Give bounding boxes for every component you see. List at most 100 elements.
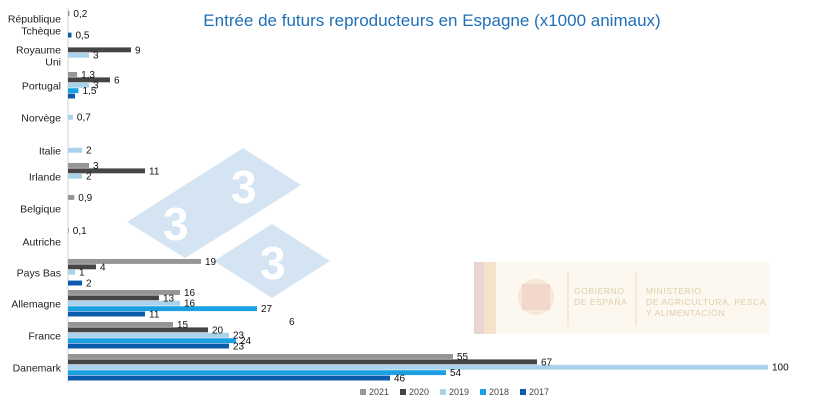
bar-2021: [68, 72, 78, 77]
legend-swatch-2017: [520, 389, 526, 395]
bar-2021: [68, 290, 180, 295]
data-label: 6: [114, 75, 120, 86]
data-label: 19: [205, 257, 217, 268]
watermark-333-logo: 3 3 3: [127, 148, 330, 298]
legend-label: 2017: [529, 387, 549, 397]
y-tick-label: Autriche: [22, 237, 61, 249]
bar-2021: [68, 322, 173, 327]
y-tick-label: Pays Bas: [17, 268, 61, 280]
y-tick-label-line: Uni: [45, 57, 61, 69]
y-tick-label-line: Danemark: [13, 363, 62, 375]
y-tick-label: Danemark: [13, 363, 62, 375]
y-tick-label-line: Royaume: [16, 45, 61, 57]
y-tick-label: Irlande: [29, 172, 61, 184]
bar-2020: [68, 295, 159, 301]
data-label: 100: [772, 363, 789, 374]
data-label: 0,1: [73, 226, 87, 237]
y-tick-label-line: Irlande: [29, 172, 61, 184]
y-tick-label-line: Pays Bas: [17, 268, 61, 280]
bar-2021: [68, 11, 70, 16]
bar-2021: [68, 354, 453, 359]
data-label: 0,7: [77, 113, 91, 124]
watermark-digit: 3: [163, 198, 189, 250]
data-label: 3: [93, 81, 99, 92]
data-label: 4: [100, 262, 106, 273]
logo-text: DE ESPAÑA: [574, 297, 627, 307]
data-label: 20: [212, 325, 224, 336]
watermark-digit: 3: [231, 161, 257, 213]
logo-text: DE AGRICULTURA, PESCA: [646, 297, 766, 307]
logo-text: MINISTERIO: [646, 286, 702, 296]
data-label: 16: [184, 288, 196, 299]
watermark-diamond: [214, 224, 330, 298]
y-tick-label-line: Allemagne: [11, 299, 61, 311]
bar-2018: [68, 88, 79, 94]
data-label: 2: [86, 146, 92, 157]
data-label: 27: [261, 304, 273, 315]
legend-label: 2021: [369, 387, 389, 397]
bar-2017: [68, 93, 75, 99]
data-label: 23: [233, 342, 245, 353]
bar-2021: [68, 195, 75, 200]
legend-swatch-2020: [400, 389, 406, 395]
data-label: 13: [163, 293, 175, 304]
legend-label: 2020: [409, 387, 429, 397]
y-tick-label: Portugal: [22, 81, 61, 93]
data-label: 11: [149, 166, 160, 177]
bar-2019: [68, 300, 180, 306]
logo-text: Y ALIMENTACIÓN: [646, 308, 725, 318]
data-label: 23: [233, 331, 245, 342]
legend-swatch-2021: [360, 389, 366, 395]
data-label: 9: [135, 45, 141, 56]
plot-area: [68, 11, 768, 381]
watermark-diamond: [185, 148, 301, 222]
bar-2018: [68, 338, 236, 344]
legend-swatch-2019: [440, 389, 446, 395]
y-tick-label: Allemagne: [11, 299, 61, 311]
data-label: 11: [149, 310, 160, 321]
bar-2020: [68, 327, 208, 333]
data-label: 2: [86, 172, 92, 183]
y-tick-label-line: Norvège: [21, 113, 61, 125]
y-axis: République Tchèque Royaume Uni Portugal Norvè…: [8, 14, 62, 375]
logo-flag-stripe: [484, 262, 496, 334]
legend-label: 2019: [449, 387, 469, 397]
bar-2019: [68, 364, 768, 370]
data-label: 1: [79, 268, 85, 279]
y-tick-label-line: Italie: [39, 146, 61, 158]
bar-2017: [68, 343, 229, 349]
bar-2019: [68, 52, 89, 58]
watermark-digit: 3: [260, 237, 286, 289]
chart-title: Entrée de futurs reproducteurs en Espagn…: [203, 11, 660, 30]
y-tick-label: France: [28, 331, 61, 343]
bar-2020: [68, 47, 131, 53]
bar-2017: [68, 32, 72, 38]
data-label: 3: [93, 161, 99, 172]
bar-2017: [68, 311, 145, 317]
bar-2018: [68, 370, 446, 376]
coat-of-arms-icon: [522, 284, 550, 310]
y-tick-label: Italie: [39, 146, 61, 158]
y-tick-label: Belgique: [20, 204, 61, 216]
data-label: 3: [93, 51, 99, 62]
bar-2021: [68, 228, 69, 233]
bar-2018: [68, 306, 257, 312]
bar-2019: [68, 114, 73, 120]
bar-2020: [68, 168, 145, 174]
data-label: 2: [86, 279, 92, 290]
bar-2020: [68, 264, 96, 270]
y-tick-label: Royaume Uni: [16, 45, 61, 69]
bar-2021: [68, 259, 201, 264]
legend-label: 2018: [489, 387, 509, 397]
data-label: 0,2: [73, 9, 87, 20]
bar-2019: [68, 332, 229, 338]
bar-2019: [68, 269, 75, 275]
data-label: 0,9: [78, 193, 92, 204]
y-tick-label-line: Tchèque: [21, 26, 61, 38]
data-label: 0,5: [76, 31, 90, 42]
bar-2017: [68, 280, 82, 286]
y-tick-label-line: République: [8, 14, 61, 26]
stray-data-label: 6: [289, 317, 295, 328]
y-tick-label-line: Autriche: [22, 237, 61, 249]
